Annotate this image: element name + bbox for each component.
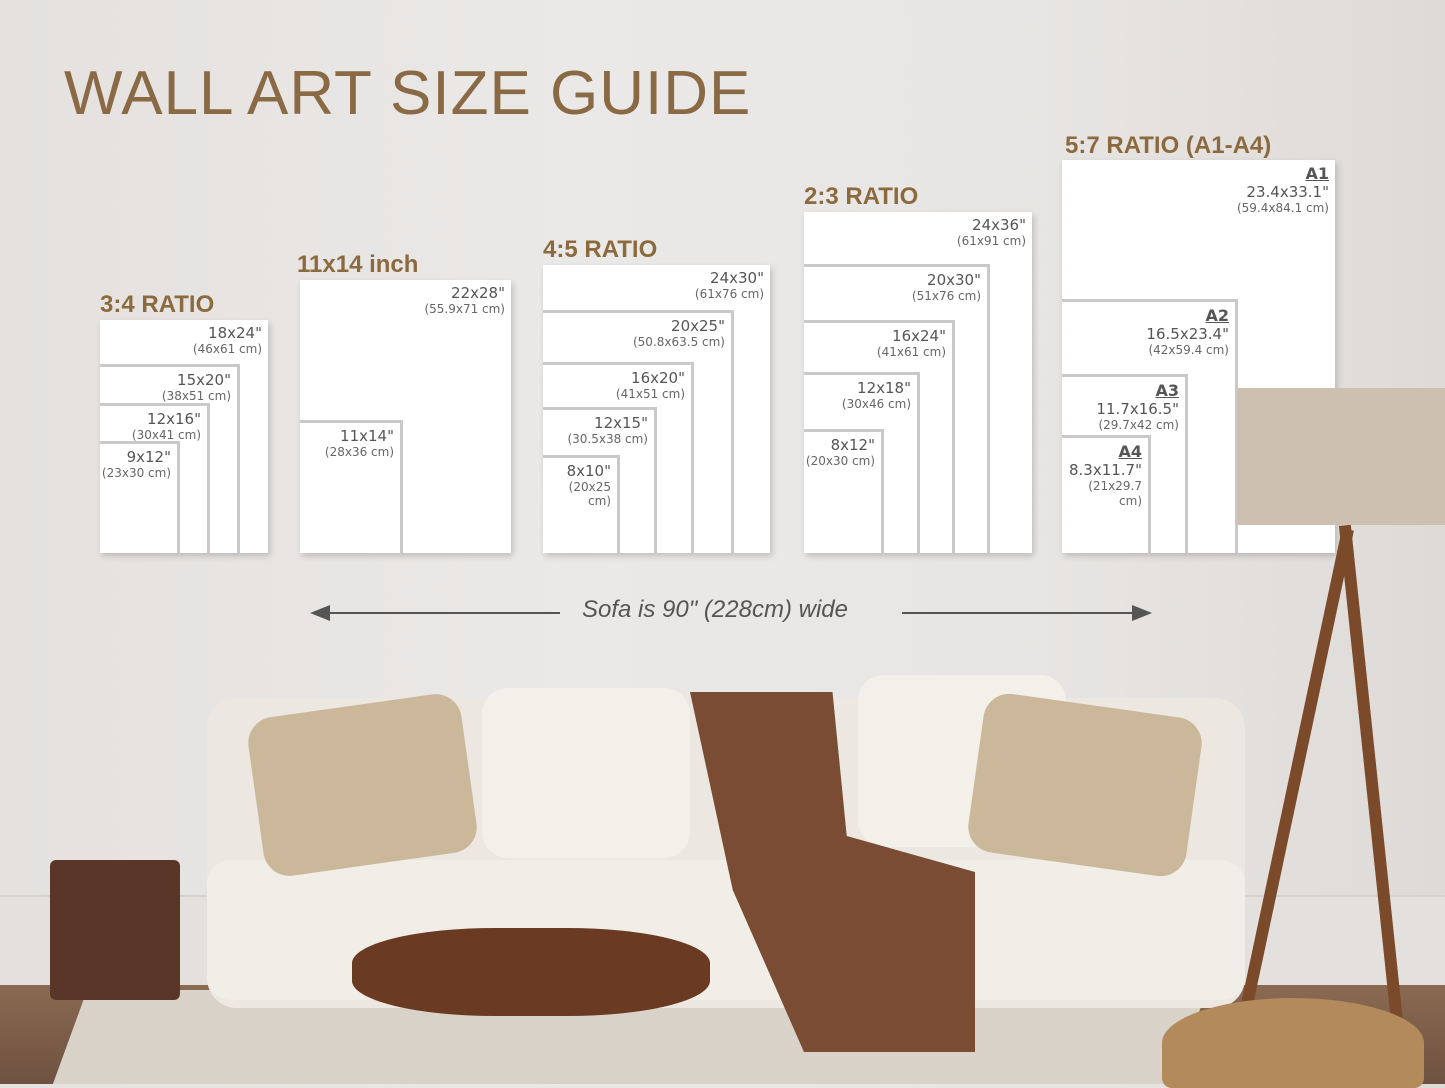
size-inches: 16x24" [892,327,946,345]
arrow-line-left [325,612,560,614]
arrow-left-icon [310,605,330,621]
group-title-3-4: 3:4 RATIO [100,291,215,318]
size-cm: (20x25 cm) [568,480,611,509]
size-label: 24x36" (61x91 cm) [957,216,1026,248]
size-label: 24x30" (61x76 cm) [695,269,764,301]
paper-size-name: A3 [1155,381,1179,400]
size-cm: (21x29.7 cm) [1088,479,1142,508]
size-inches: 8.3x11.7" [1068,461,1142,480]
size-inches: 24x36" [972,216,1026,234]
size-cm: (38x51 cm) [161,389,231,403]
pillow [964,690,1206,880]
size-cm: (20x30 cm) [805,454,875,468]
size-inches: 8x10" [566,462,611,480]
size-inches: 9x12" [126,448,171,466]
size-label: 16x24" (41x61 cm) [877,327,946,359]
size-cm: (29.7x42 cm) [1098,418,1179,433]
size-inches: 16x20" [631,369,685,387]
size-cm: (23x30 cm) [101,466,171,480]
coffee-table [352,928,710,1016]
size-label: 12x18" (30x46 cm) [842,379,911,411]
size-label: A4 8.3x11.7" (21x29.7 cm) [1062,442,1142,508]
size-inches: 16.5x23.4" [1146,325,1229,344]
size-label: A3 11.7x16.5" (29.7x42 cm) [1096,381,1179,433]
size-label: 8x10" (20x25 cm) [543,462,611,509]
size-inches: 12x15" [594,414,648,432]
size-cm: (41x61 cm) [876,345,946,359]
size-cm: (28x36 cm) [324,445,394,459]
size-cm: (59.4x84.1 cm) [1236,201,1329,216]
size-frame: 9x12" (23x30 cm) [100,441,180,553]
size-inches: 11.7x16.5" [1096,400,1179,419]
size-label: A2 16.5x23.4" (42x59.4 cm) [1146,306,1229,358]
arrow-line-right [902,612,1134,614]
page-title: WALL ART SIZE GUIDE [64,59,752,128]
size-frame: 8x12" (20x30 cm) [804,429,884,553]
size-cm: (42x59.4 cm) [1148,343,1229,358]
size-inches: 15x20" [177,371,231,389]
size-label: 9x12" (23x30 cm) [102,448,171,480]
arrow-right-icon [1132,605,1152,621]
size-label: 20x30" (51x76 cm) [912,271,981,303]
size-inches: 8x12" [830,436,875,454]
size-inches: 20x25" [671,317,725,335]
paper-size-name: A4 [1118,442,1142,461]
size-label: 15x20" (38x51 cm) [162,371,231,403]
size-inches: 18x24" [208,324,262,342]
group-title-4-5: 4:5 RATIO [543,236,658,263]
size-inches: 11x14" [340,427,394,445]
size-label: 11x14" (28x36 cm) [325,427,394,459]
size-inches: 23.4x33.1" [1246,183,1329,202]
size-label: 16x20" (41x51 cm) [616,369,685,401]
size-inches: 12x18" [857,379,911,397]
size-label: 12x15" (30.5x38 cm) [567,414,648,446]
size-inches: 22x28" [451,284,505,302]
magazine-rack [50,860,180,1000]
size-cm: (55.9x71 cm) [424,302,505,316]
size-cm: (30x41 cm) [131,428,201,442]
paper-size-name: A2 [1205,306,1229,325]
paper-size-name: A1 [1305,164,1329,183]
size-label: 22x28" (55.9x71 cm) [424,284,505,316]
size-label: 12x16" (30x41 cm) [132,410,201,442]
size-label: 18x24" (46x61 cm) [193,324,262,356]
size-frame: 8x10" (20x25 cm) [543,455,620,553]
size-cm: (30x46 cm) [841,397,911,411]
size-label: 8x12" (20x30 cm) [806,436,875,468]
size-frame: 11x14" (28x36 cm) [300,420,403,553]
wicker-basket [1162,998,1424,1088]
group-title-2-3: 2:3 RATIO [804,183,919,210]
group-title-5-7: 5:7 RATIO (A1-A4) [1065,132,1272,159]
size-cm: (46x61 cm) [192,342,262,356]
size-inches: 20x30" [927,271,981,289]
pillow [482,688,690,858]
size-cm: (51x76 cm) [911,289,981,303]
size-cm: (50.8x63.5 cm) [632,335,725,349]
group-title-11x14: 11x14 inch [297,251,419,278]
size-frame: A4 8.3x11.7" (21x29.7 cm) [1062,435,1151,553]
size-label: 20x25" (50.8x63.5 cm) [633,317,725,349]
size-inches: 24x30" [710,269,764,287]
size-cm: (61x91 cm) [956,234,1026,248]
size-inches: 12x16" [147,410,201,428]
size-cm: (30.5x38 cm) [567,432,648,446]
pillow [244,690,481,880]
size-label: A1 23.4x33.1" (59.4x84.1 cm) [1237,164,1329,216]
size-cm: (61x76 cm) [694,287,764,301]
size-cm: (41x51 cm) [615,387,685,401]
sofa-width-note: Sofa is 90" (228cm) wide [582,596,848,623]
lamp-shade [1237,388,1445,525]
